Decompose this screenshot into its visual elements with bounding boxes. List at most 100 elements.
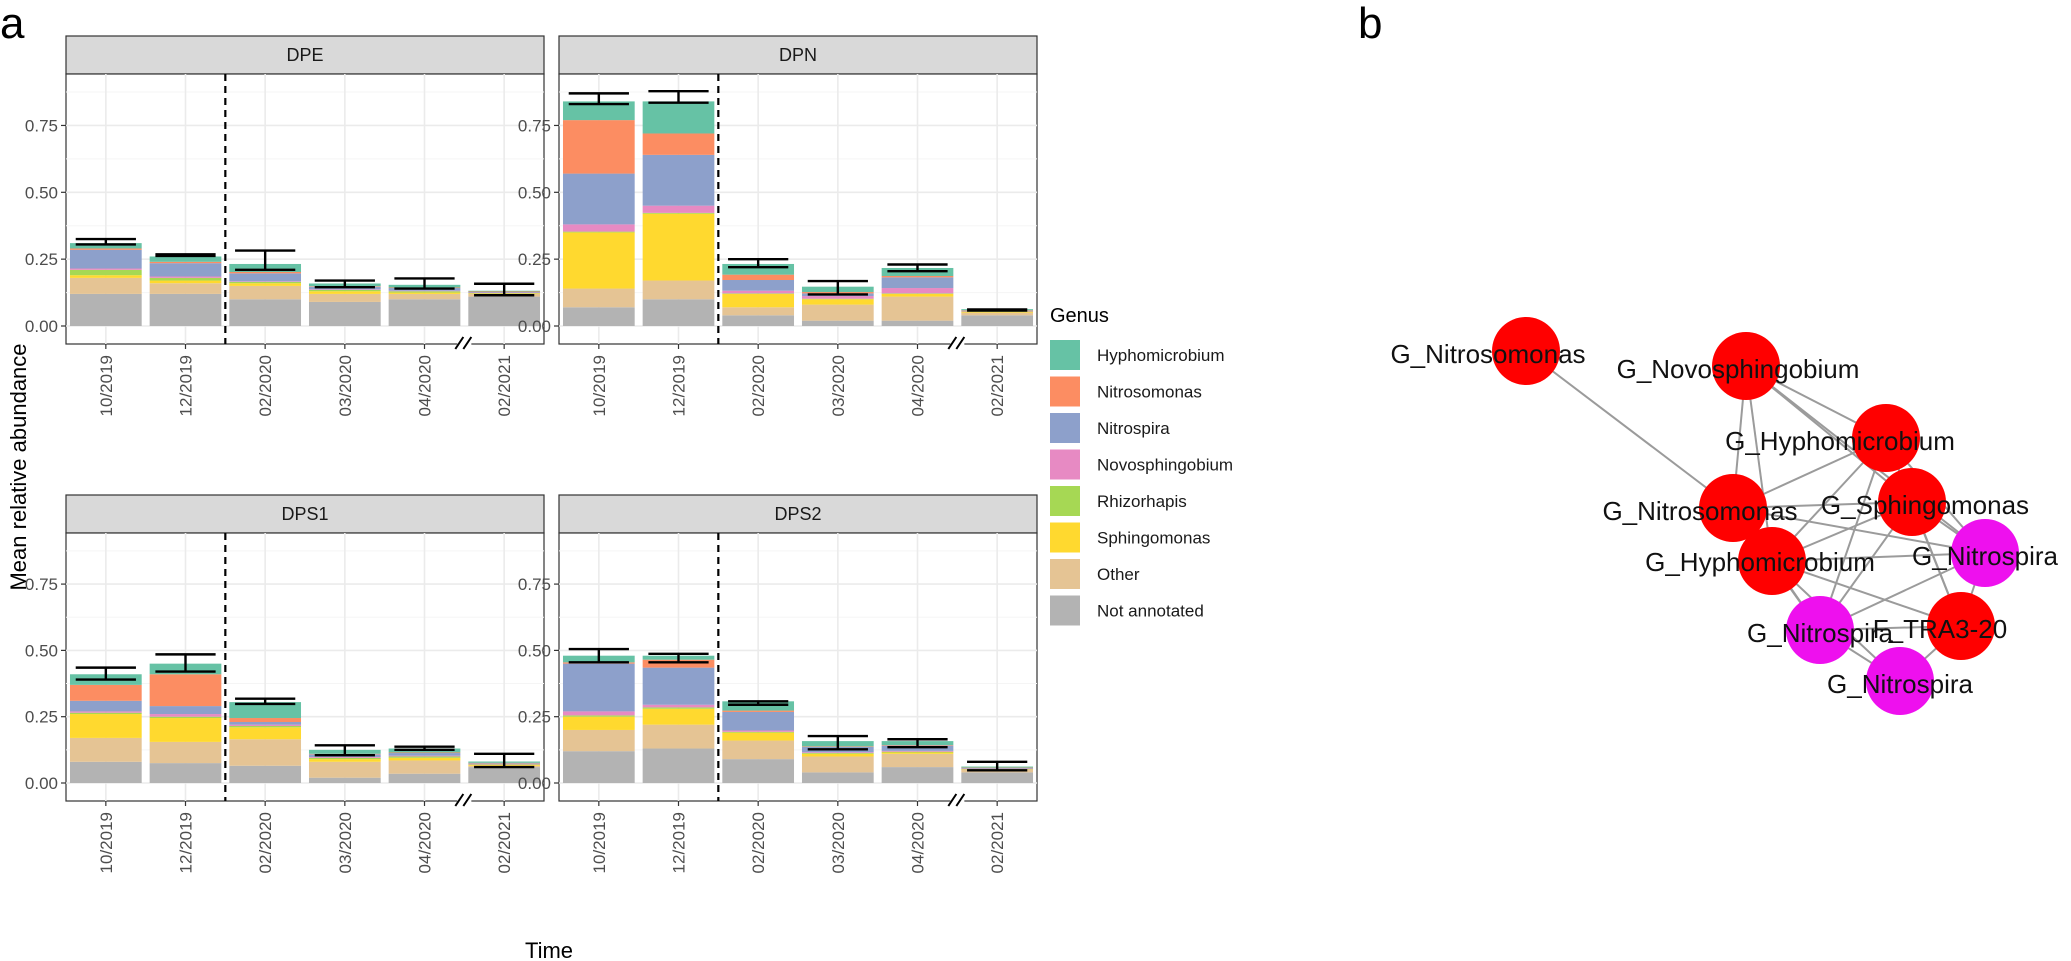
bar-segment-other — [388, 293, 461, 300]
bar-segment-rhizorhapis — [801, 753, 874, 754]
network-node-g-nitrosomonas — [1699, 474, 1767, 542]
bar-segment-sphingomonas — [722, 732, 795, 741]
bar-segment-not-annotated — [722, 315, 795, 326]
x-tick-label: 10/2019 — [97, 355, 116, 416]
bar-segment-sphingomonas — [881, 752, 954, 754]
x-tick-label: 10/2019 — [590, 355, 609, 416]
y-tick-label: 0.00 — [25, 774, 58, 793]
x-tick-label: 03/2020 — [829, 355, 848, 416]
bar-segment-novosphingobium — [69, 711, 142, 713]
bar-segment-novosphingobium — [229, 281, 302, 282]
bar-segment-hyphomicrobium — [642, 101, 715, 134]
bar-segment-rhizorhapis — [961, 311, 1034, 313]
bar-segment-other — [881, 753, 954, 768]
bar-segment-other — [562, 729, 635, 752]
network-node-label: F_TRA3-20 — [1873, 614, 2007, 644]
legend-swatch-hyphomicrobium — [1050, 340, 1080, 370]
facet-title: DPS2 — [774, 504, 821, 524]
facet-strip — [65, 35, 545, 75]
network-edge — [1732, 507, 1986, 554]
bar-segment-nitrosomonas — [388, 752, 461, 754]
network-node-g-novosphingobium — [1712, 332, 1780, 400]
network-node-label: G_Nitrosomonas — [1390, 339, 1585, 369]
x-tick-label: 04/2020 — [909, 355, 928, 416]
legend-label: Sphingomonas — [1097, 529, 1210, 548]
bar-segment-rhizorhapis — [308, 289, 381, 292]
error-bar — [967, 308, 1028, 312]
bars — [562, 101, 1034, 326]
error-bar — [648, 90, 709, 104]
bar-segment-rhizorhapis — [388, 756, 461, 758]
bars — [562, 655, 1034, 783]
bar-segment-not-annotated — [468, 296, 541, 326]
bar-segment-nitrosomonas — [69, 248, 142, 250]
bar-segment-sphingomonas — [388, 757, 461, 761]
x-tick-label: 02/2020 — [256, 355, 275, 416]
bar-segment-novosphingobium — [388, 290, 461, 292]
x-tick-label: 04/2020 — [416, 355, 435, 416]
network-node-g-nitrospira — [1866, 647, 1934, 715]
bar-segment-other — [642, 280, 715, 300]
network-node-label: G_Hyphomicrobium — [1645, 547, 1875, 577]
bar-segment-rhizorhapis — [642, 212, 715, 214]
x-tick-label: 12/2019 — [177, 355, 196, 416]
error-bar — [474, 752, 535, 769]
error-bar — [235, 249, 296, 272]
network-node-g-sphingomonas — [1878, 468, 1946, 536]
y-tick-label: 0.00 — [25, 317, 58, 336]
error-bars — [568, 647, 1028, 772]
bar-segment-rhizorhapis — [388, 291, 461, 293]
bar-segment-sphingomonas — [642, 213, 715, 281]
bar-segment-other — [642, 724, 715, 749]
x-tick-label: 10/2019 — [590, 812, 609, 873]
network-node-g-nitrosomonas — [1492, 317, 1560, 385]
facet-dps1: DPS1 0.00 0.25 0.50 0.75 10/2019 12/2019 02/202… — [25, 494, 545, 873]
error-bar — [394, 745, 455, 752]
error-bar — [314, 279, 375, 289]
bar-segment-not-annotated — [69, 761, 142, 783]
y-tick-label: 0.25 — [518, 250, 551, 269]
bar-segment-sphingomonas — [308, 759, 381, 762]
error-bars — [75, 653, 535, 769]
x-tick-label: 02/2021 — [495, 812, 514, 873]
axis-break-mark — [955, 793, 966, 807]
error-bar — [568, 92, 629, 106]
bar-segment-not-annotated — [388, 299, 461, 326]
facet-strip — [558, 494, 1038, 534]
axis-break-mark — [454, 336, 465, 350]
plot-area — [558, 73, 1038, 345]
bar-segment-nitrospira — [722, 711, 795, 731]
bar-segment-not-annotated — [229, 765, 302, 783]
bar-segment-hyphomicrobium — [69, 243, 142, 249]
bar-segment-not-annotated — [468, 767, 541, 783]
bar-segment-nitrosomonas — [722, 274, 795, 281]
bar-segment-nitrosomonas — [642, 133, 715, 155]
y-tick-label: 0.50 — [25, 183, 58, 202]
error-bar — [394, 277, 455, 290]
bar-segment-not-annotated — [801, 320, 874, 326]
legend: Genus Hyphomicrobium Nitrosomonas Nitrospi… — [1050, 305, 1233, 626]
bar-segment-rhizorhapis — [642, 707, 715, 709]
bar-segment-other — [722, 307, 795, 316]
bar-segment-novosphingobium — [562, 711, 635, 716]
bar-segment-nitrospira — [562, 173, 635, 225]
bar-segment-nitrosomonas — [722, 710, 795, 712]
legend-swatch-novosphingobium — [1050, 449, 1080, 480]
x-tick-label: 02/2020 — [749, 812, 768, 873]
bar-segment-nitrosomonas — [642, 659, 715, 668]
error-bar — [235, 697, 296, 706]
bars — [69, 663, 541, 783]
bar-segment-sphingomonas — [229, 727, 302, 740]
bar-segment-sphingomonas — [961, 311, 1034, 313]
bar-segment-hyphomicrobium — [229, 702, 302, 719]
x-tick-label: 04/2020 — [416, 812, 435, 873]
bar-segment-novosphingobium — [722, 290, 795, 294]
error-bar — [314, 744, 375, 757]
bar-segment-other — [308, 293, 381, 302]
y-tick-label: 0.75 — [25, 116, 58, 135]
bar-segment-rhizorhapis — [149, 716, 222, 719]
bar-segment-novosphingobium — [642, 704, 715, 708]
y-tick-label: 0.25 — [25, 250, 58, 269]
x-tick-label: 10/2019 — [97, 812, 116, 873]
